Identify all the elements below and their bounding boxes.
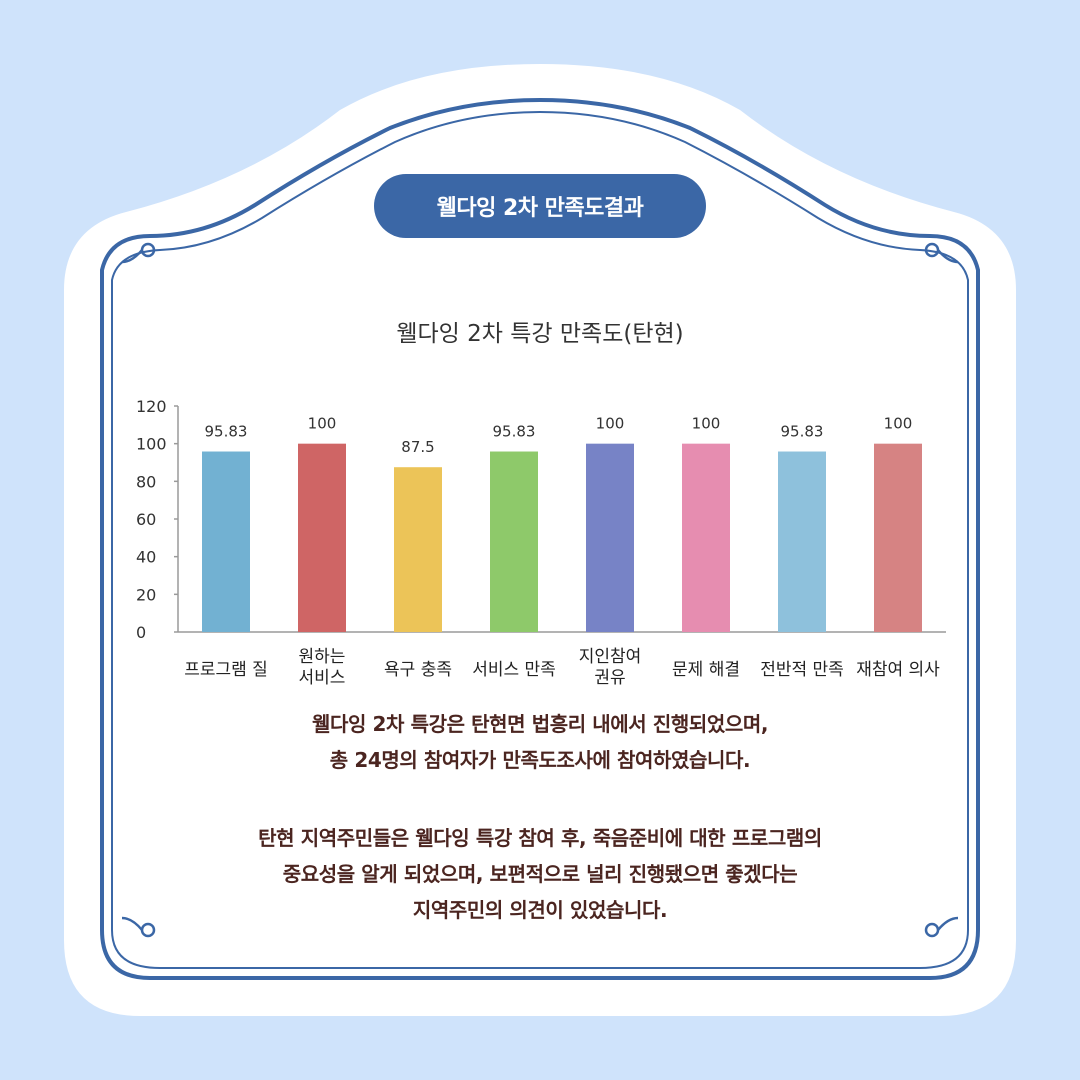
bar-value-label: 95.83 <box>493 423 536 441</box>
bar <box>586 444 634 632</box>
bar-value-label: 100 <box>692 415 721 433</box>
x-category-label: 원하는 <box>299 647 346 667</box>
y-tick-label: 80 <box>136 472 156 491</box>
bar <box>298 444 346 632</box>
bar <box>682 444 730 632</box>
bar <box>394 467 442 632</box>
x-category-label: 서비스 <box>299 668 346 688</box>
bar-value-label: 100 <box>308 415 337 433</box>
y-tick-label: 60 <box>136 510 156 529</box>
bar-value-label: 100 <box>884 415 913 433</box>
x-category-label: 서비스 만족 <box>472 660 556 680</box>
bar <box>778 452 826 632</box>
x-category-label: 프로그램 질 <box>184 660 268 680</box>
description-paragraph-1: 웰다잉 2차 특강은 탄현면 법흥리 내에서 진행되었으며, 총 24명의 참여… <box>140 706 940 778</box>
description-paragraph-2: 탄현 지역주민들은 웰다잉 특강 참여 후, 죽음준비에 대한 프로그램의 중요… <box>140 820 940 928</box>
bar <box>202 452 250 632</box>
y-tick-label: 100 <box>136 435 167 454</box>
y-tick-label: 20 <box>136 585 156 604</box>
y-tick-label: 40 <box>136 548 156 567</box>
chart-title: 웰다잉 2차 특강 만족도(탄현) <box>396 321 683 347</box>
y-tick-label: 0 <box>136 623 146 642</box>
x-category-label: 권유 <box>594 668 625 688</box>
x-category-label: 욕구 충족 <box>384 660 452 680</box>
bar-value-label: 87.5 <box>401 438 434 456</box>
description-line: 웰다잉 2차 특강은 탄현면 법흥리 내에서 진행되었으며, <box>140 706 940 742</box>
x-category-label: 지인참여 <box>579 647 642 667</box>
description-line: 중요성을 알게 되었으며, 보편적으로 널리 진행됐으면 좋겠다는 <box>140 856 940 892</box>
bar-value-label: 95.83 <box>781 423 824 441</box>
description-line: 총 24명의 참여자가 만족도조사에 참여하였습니다. <box>140 742 940 778</box>
x-category-label: 전반적 만족 <box>760 660 844 680</box>
x-category-label: 재참여 의사 <box>856 660 940 680</box>
bar-value-label: 100 <box>596 415 625 433</box>
y-tick-label: 120 <box>136 397 167 416</box>
x-category-label: 문제 해결 <box>672 660 740 680</box>
description-line: 지역주민의 의견이 있었습니다. <box>140 892 940 928</box>
bar-value-label: 95.83 <box>205 423 248 441</box>
description-line: 탄현 지역주민들은 웰다잉 특강 참여 후, 죽음준비에 대한 프로그램의 <box>140 820 940 856</box>
bar <box>874 444 922 632</box>
bar <box>490 452 538 632</box>
